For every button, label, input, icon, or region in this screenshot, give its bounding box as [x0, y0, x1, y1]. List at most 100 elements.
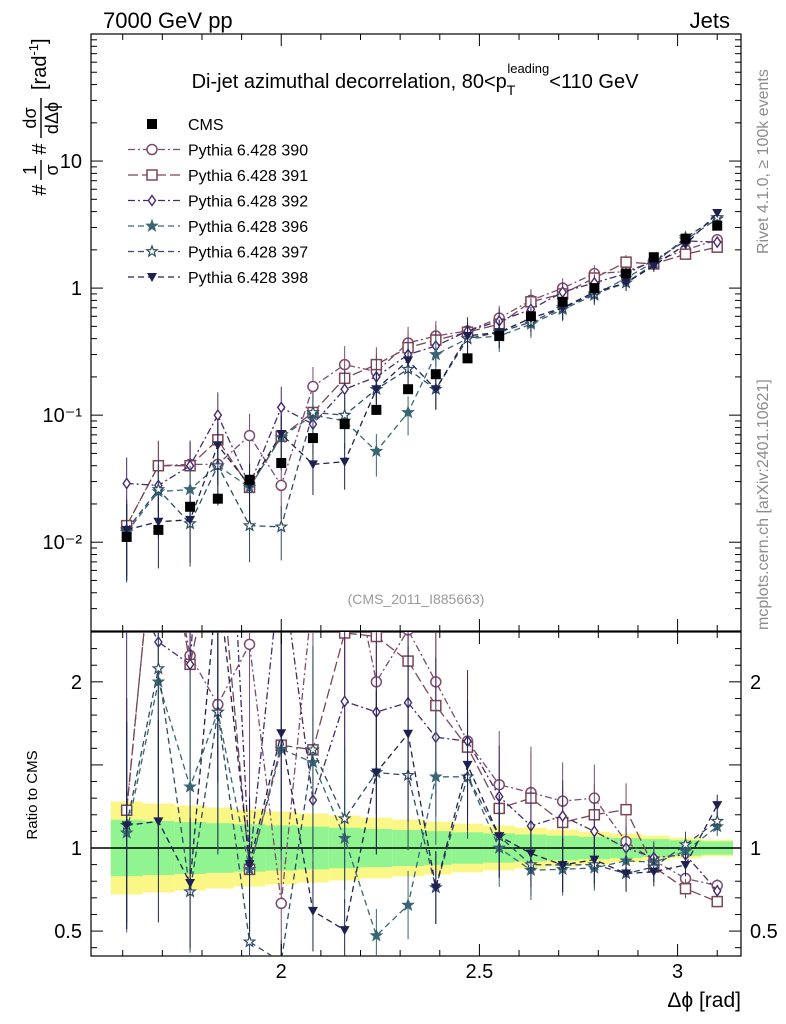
ratio-point	[213, 526, 223, 536]
series-line-5	[126, 212, 718, 531]
series-point	[648, 261, 659, 271]
ratio-panel-frame	[90, 631, 742, 957]
legend-marker	[146, 169, 158, 181]
main-plot-area	[119, 209, 725, 583]
ratio-point	[308, 586, 318, 596]
ratio-point	[306, 742, 320, 756]
ratio-y-tick-label: 0.5	[54, 921, 82, 943]
legend-label: Pythia 6.428 397	[188, 245, 308, 262]
series-line-2	[126, 240, 718, 488]
ratio-point	[430, 883, 441, 893]
series-point	[307, 460, 318, 470]
ratio-y-tick-label-right: 1	[750, 838, 761, 860]
cms-point	[621, 268, 632, 279]
series-point	[276, 430, 287, 440]
ratio-point	[185, 878, 196, 888]
cms-point	[462, 353, 473, 364]
cms-point	[212, 493, 223, 504]
series-point	[371, 385, 382, 395]
series-point	[403, 356, 414, 366]
cms-point	[339, 419, 350, 430]
ylabel-hash2: #	[29, 143, 51, 155]
x-tick-label: 2.5	[466, 961, 494, 983]
series-line-0	[126, 239, 718, 526]
series-point	[183, 482, 197, 496]
ratio-point	[371, 768, 382, 778]
ratio-point	[242, 934, 257, 948]
ratio-point	[307, 906, 318, 916]
series-point	[275, 479, 287, 492]
cms-point	[494, 330, 505, 341]
series-line-4	[126, 216, 718, 531]
ratio-point	[121, 821, 132, 831]
ratio-point	[680, 860, 691, 870]
series-point	[679, 248, 692, 260]
ratio-y-tick-label-right: 2	[750, 672, 761, 694]
cms-point	[403, 384, 414, 395]
legend-label: Pythia 6.428 391	[188, 168, 308, 185]
ratio-y-tick-label: 1	[71, 838, 82, 860]
ylabel-frac1-den: σ	[42, 164, 62, 175]
ratio-point	[339, 926, 350, 936]
ratio-point	[337, 811, 352, 825]
title-sub: T	[507, 82, 516, 98]
legend-label: Pythia 6.428 398	[188, 270, 308, 287]
series-point	[401, 405, 415, 419]
legend-marker	[147, 273, 157, 282]
cms-point	[121, 531, 132, 542]
ratio-point	[369, 928, 384, 942]
cms-point	[430, 369, 441, 380]
x-tick-label: 2	[276, 961, 287, 983]
main-panel-frame	[90, 33, 742, 632]
y-axis-label: # 1 σ # dσ dΔϕ [rad-1]	[20, 38, 62, 195]
ylabel-frac1-num: 1	[20, 165, 40, 175]
cms-point	[371, 404, 382, 415]
ratio-point	[153, 817, 164, 827]
series-point	[243, 429, 256, 442]
ratio-point	[185, 658, 195, 671]
ratio-line-5	[126, 632, 718, 932]
ratio-point	[678, 837, 693, 851]
ratio-point	[525, 849, 536, 859]
ratio-point	[621, 869, 632, 879]
ylabel-unit-sup: -1	[26, 44, 41, 56]
cms-point	[680, 233, 691, 244]
series-line-1	[126, 246, 718, 526]
series-point	[712, 209, 723, 219]
ratio-point	[275, 897, 287, 910]
ratio-point	[428, 769, 443, 783]
ratio-point	[462, 760, 473, 770]
cms-point	[557, 296, 568, 307]
legend-marker	[146, 143, 158, 156]
ratio-point	[151, 661, 166, 675]
series-line-3	[126, 218, 718, 533]
legend-marker	[145, 244, 159, 258]
ratio-y-tick-label-right: 0.5	[750, 921, 778, 943]
series-point	[307, 380, 319, 393]
title-prefix: Di-jet azimuthal decorrelation, 80<p	[192, 71, 507, 93]
cms-point	[525, 311, 536, 322]
analysis-id: (CMS_2011_I885663)	[348, 591, 485, 607]
title-suffix: <110 GeV	[549, 71, 639, 93]
chart-title: Di-jet azimuthal decorrelation, 80<pTlea…	[192, 61, 639, 98]
energy-label: 7000 GeV pp	[103, 8, 233, 33]
ylabel-frac2-num: dσ	[20, 107, 40, 128]
ratio-point	[648, 867, 659, 877]
cms-point	[244, 474, 255, 485]
ratio-line-4	[126, 668, 718, 956]
ratio-point	[340, 695, 350, 708]
ratio-line-3	[126, 681, 718, 937]
legend-label: Pythia 6.428 390	[188, 143, 308, 160]
mcplots-label: mcplots.cern.ch [arXiv:2401.10621]	[755, 379, 772, 630]
series-point	[242, 518, 257, 532]
x-axis-label: Δϕ [rad]	[667, 989, 741, 1012]
cms-point	[153, 524, 164, 535]
ylabel-unit: [rad-1]	[26, 38, 51, 90]
cms-point	[648, 252, 659, 263]
y-tick-label: 10⁻¹	[43, 405, 83, 427]
series-point	[306, 405, 320, 419]
ylabel-hash1: #	[29, 184, 51, 196]
ratio-point	[557, 861, 568, 871]
ylabel-frac2-den: dΔϕ	[42, 102, 62, 134]
x-tick-label: 3	[672, 961, 683, 983]
